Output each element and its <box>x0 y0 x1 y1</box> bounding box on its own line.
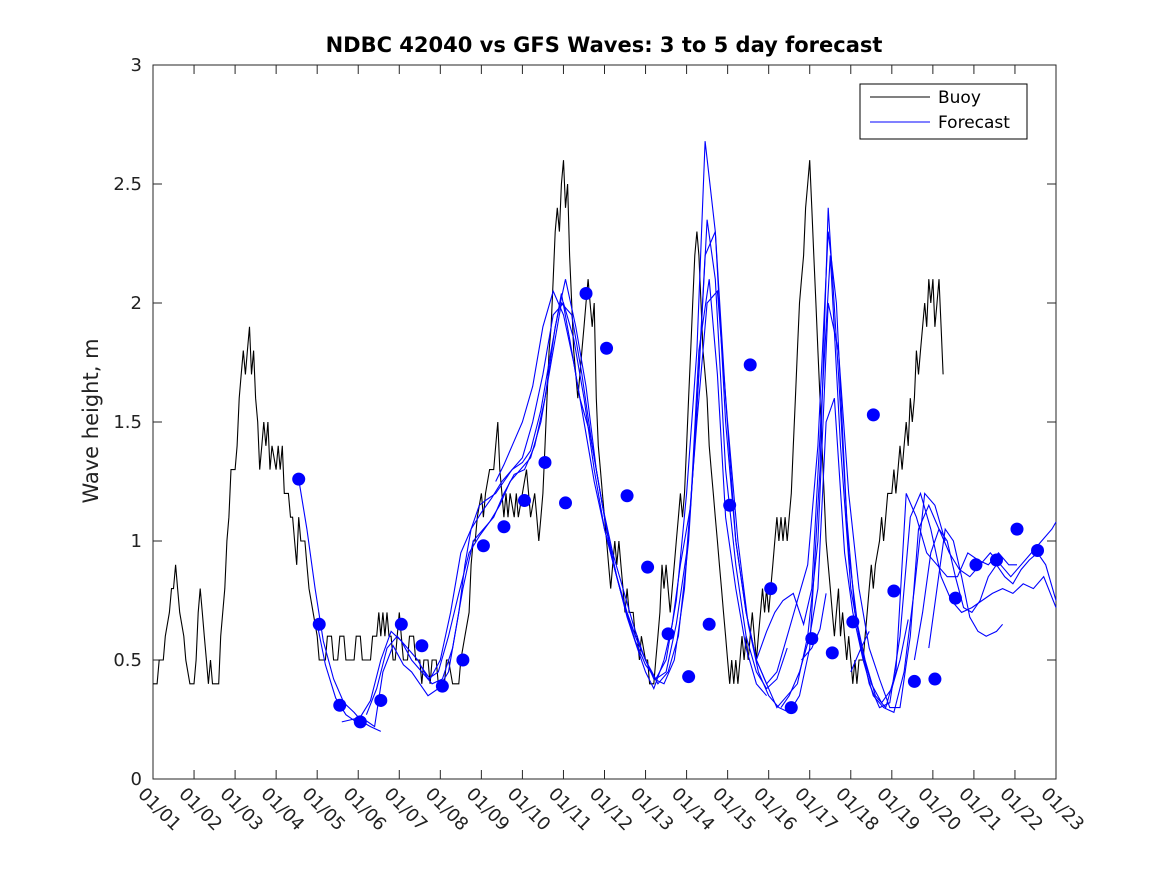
forecast-marker <box>394 617 408 631</box>
forecast-marker <box>497 520 511 534</box>
forecast-marker <box>538 455 552 469</box>
forecast-marker <box>989 553 1003 567</box>
forecast-marker <box>435 679 449 693</box>
y-tick-label: 3 <box>131 55 142 76</box>
forecast-run-line <box>316 279 768 728</box>
y-tick-label: 2 <box>131 293 142 314</box>
forecast-marker <box>887 584 901 598</box>
forecast-marker <box>784 701 798 715</box>
forecast-marker <box>948 591 962 605</box>
plot-area: 00.511.522.5301/0101/0201/0301/0401/0501… <box>113 55 1088 835</box>
axes-frame <box>152 64 1057 780</box>
forecast-marker <box>928 672 942 686</box>
y-tick-label: 1.5 <box>113 412 142 433</box>
legend-box <box>859 83 1028 140</box>
y-tick-label: 2.5 <box>113 174 142 195</box>
forecast-marker <box>620 489 634 503</box>
forecast-marker <box>353 715 367 729</box>
forecast-marker <box>312 617 326 631</box>
forecast-run-line <box>850 631 870 673</box>
forecast-marker <box>641 560 655 574</box>
forecast-run-line <box>913 527 1057 661</box>
chart-title: NDBC 42040 vs GFS Waves: 3 to 5 day fore… <box>326 33 883 57</box>
forecast-marker <box>559 496 573 510</box>
forecast-marker <box>846 615 860 629</box>
forecast-marker <box>764 582 778 596</box>
forecast-marker <box>702 617 716 631</box>
forecast-run-line <box>419 207 1057 714</box>
forecast-marker <box>374 693 388 707</box>
forecast-marker <box>579 286 593 300</box>
forecast-marker <box>805 632 819 646</box>
forecast-marker <box>415 639 429 653</box>
legend-buoy-label: Buoy <box>938 88 981 108</box>
y-tick-label: 0.5 <box>113 650 142 671</box>
forecast-run-line <box>341 219 788 723</box>
forecast-marker <box>292 472 306 486</box>
forecast-marker <box>600 341 614 355</box>
forecast-marker <box>866 408 880 422</box>
y-tick-label: 1 <box>131 531 142 552</box>
forecast-marker <box>661 627 675 641</box>
forecast-marker <box>456 653 470 667</box>
legend: Buoy Forecast <box>859 83 1028 140</box>
forecast-marker <box>476 539 490 553</box>
y-tick-label: 0 <box>131 769 142 790</box>
forecast-run-line <box>495 141 1057 709</box>
y-axis-label: Wave height, m <box>79 338 103 503</box>
forecast-marker <box>825 646 839 660</box>
forecast-run-line <box>755 255 909 704</box>
forecast-marker <box>1031 544 1045 558</box>
forecast-marker <box>969 558 983 572</box>
forecast-marker <box>682 670 696 684</box>
forecast-marker <box>1010 522 1024 536</box>
forecast-marker <box>907 674 921 688</box>
forecast-marker <box>743 358 757 372</box>
forecast-run-line <box>928 527 1004 649</box>
forecast-marker <box>517 494 531 508</box>
forecast-marker <box>333 698 347 712</box>
legend-forecast-label: Forecast <box>938 113 1010 133</box>
forecast-run-line <box>298 479 382 732</box>
forecast-marker <box>723 498 737 512</box>
